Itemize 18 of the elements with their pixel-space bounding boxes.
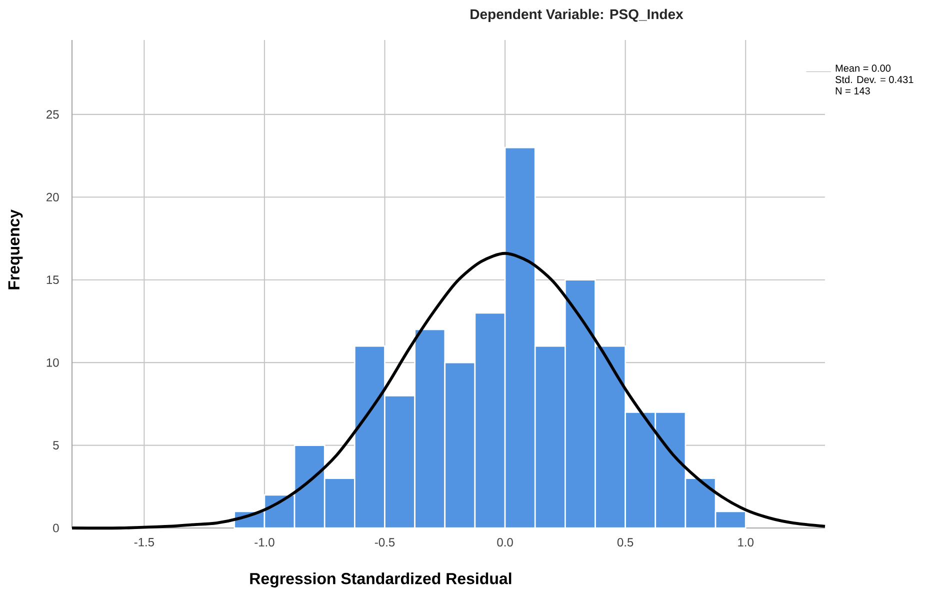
y-tick-label: 10 — [46, 358, 59, 367]
y-tick-label: 25 — [46, 110, 59, 119]
x-tick-label: 0.0 — [497, 538, 513, 547]
y-tick-label: 20 — [46, 192, 59, 202]
x-tick-label: -1.5 — [134, 538, 154, 546]
y-tick-label: 0 — [53, 524, 59, 532]
x-tick-label: -1.0 — [254, 538, 274, 547]
x-axis-title: Regression Standardized Residual — [250, 572, 512, 588]
y-tick-label: 5 — [53, 441, 59, 450]
text: N = 143 — [836, 87, 870, 94]
y-axis-title: Frequency — [8, 209, 23, 290]
x-tick-label: 0.5 — [617, 538, 634, 547]
chart-title: Dependent Variable: PSQ_Index — [470, 8, 684, 22]
text: Mean = 0.00 — [836, 64, 891, 72]
y-tick-label: 15 — [46, 276, 59, 284]
x-tick-label: -0.5 — [374, 538, 395, 547]
text: Std. Dev. = 0.431 — [836, 76, 914, 84]
x-tick-label: 1.0 — [738, 538, 754, 547]
